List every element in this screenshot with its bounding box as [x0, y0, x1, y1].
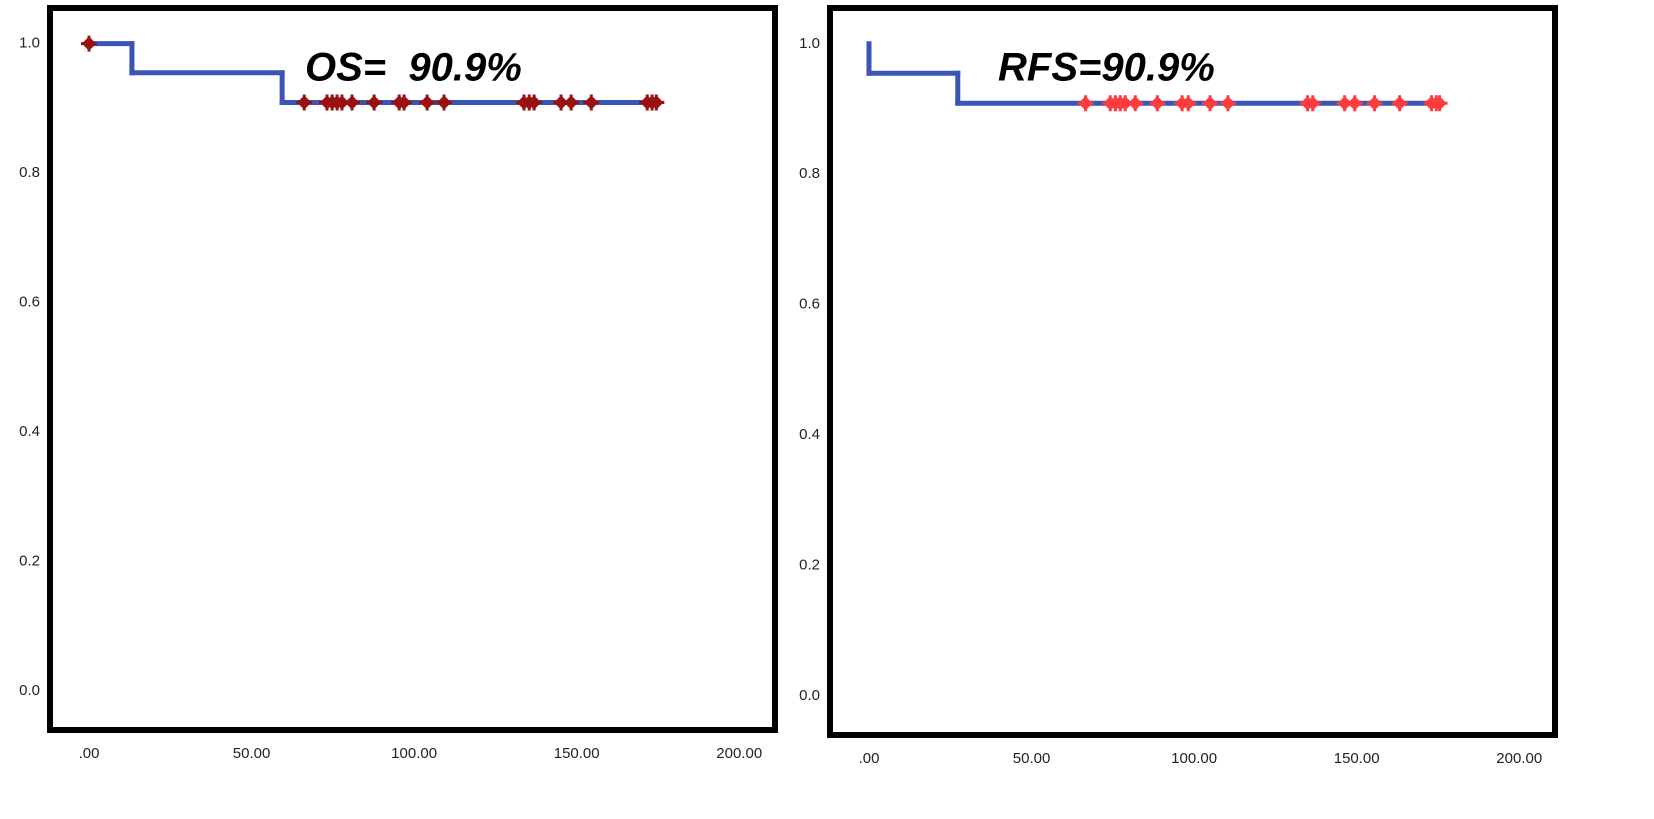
- censor-marker: [1366, 95, 1383, 112]
- censor-marker: [1127, 95, 1144, 112]
- censor-marker: [1346, 95, 1363, 112]
- censor-marker: [1391, 95, 1408, 112]
- y-tick-label: 1.0: [19, 35, 40, 52]
- x-tick-label: 150.00: [1334, 750, 1380, 767]
- y-tick-label: 0.0: [19, 682, 40, 699]
- censor-marker: [1431, 95, 1448, 112]
- y-tick-label: 0.6: [19, 294, 40, 311]
- censor-marker: [1304, 95, 1321, 112]
- y-tick-label: 0.6: [799, 296, 820, 313]
- annotation: OS= 90.9%: [305, 46, 522, 90]
- x-tick-label: .00: [79, 745, 100, 762]
- x-tick-label: 200.00: [716, 745, 762, 762]
- plot-frame: [827, 5, 1558, 738]
- censor-marker: [1202, 95, 1219, 112]
- censor-marker: [344, 94, 361, 111]
- censor-marker: [1219, 95, 1236, 112]
- x-tick-label: 50.00: [233, 745, 271, 762]
- censor-marker: [1149, 95, 1166, 112]
- censor-marker: [436, 94, 453, 111]
- annotation: RFS=90.9%: [998, 46, 1215, 90]
- censor-marker: [526, 94, 543, 111]
- censor-marker: [1077, 95, 1094, 112]
- x-tick-label: 150.00: [554, 745, 600, 762]
- y-tick-label: 1.0: [799, 35, 820, 52]
- censor-marker: [419, 94, 436, 111]
- censor-marker: [648, 94, 665, 111]
- y-tick-label: 0.4: [799, 426, 820, 443]
- y-tick-label: 0.8: [19, 164, 40, 181]
- y-tick-label: 0.0: [799, 687, 820, 704]
- plot-frame: [47, 5, 778, 733]
- y-tick-label: 0.4: [19, 423, 40, 440]
- censor-marker: [296, 94, 313, 111]
- censor-marker: [583, 94, 600, 111]
- y-tick-label: 0.2: [799, 556, 820, 573]
- x-tick-label: 100.00: [391, 745, 437, 762]
- censor-marker: [81, 35, 98, 52]
- censor-marker: [1180, 95, 1197, 112]
- y-tick-label: 0.8: [799, 165, 820, 182]
- x-tick-label: 100.00: [1171, 750, 1217, 767]
- x-tick-label: 200.00: [1496, 750, 1542, 767]
- censor-marker: [366, 94, 383, 111]
- x-tick-label: .00: [859, 750, 880, 767]
- censor-marker: [396, 94, 413, 111]
- y-tick-label: 0.2: [19, 553, 40, 570]
- censor-marker: [563, 94, 580, 111]
- x-tick-label: 50.00: [1013, 750, 1051, 767]
